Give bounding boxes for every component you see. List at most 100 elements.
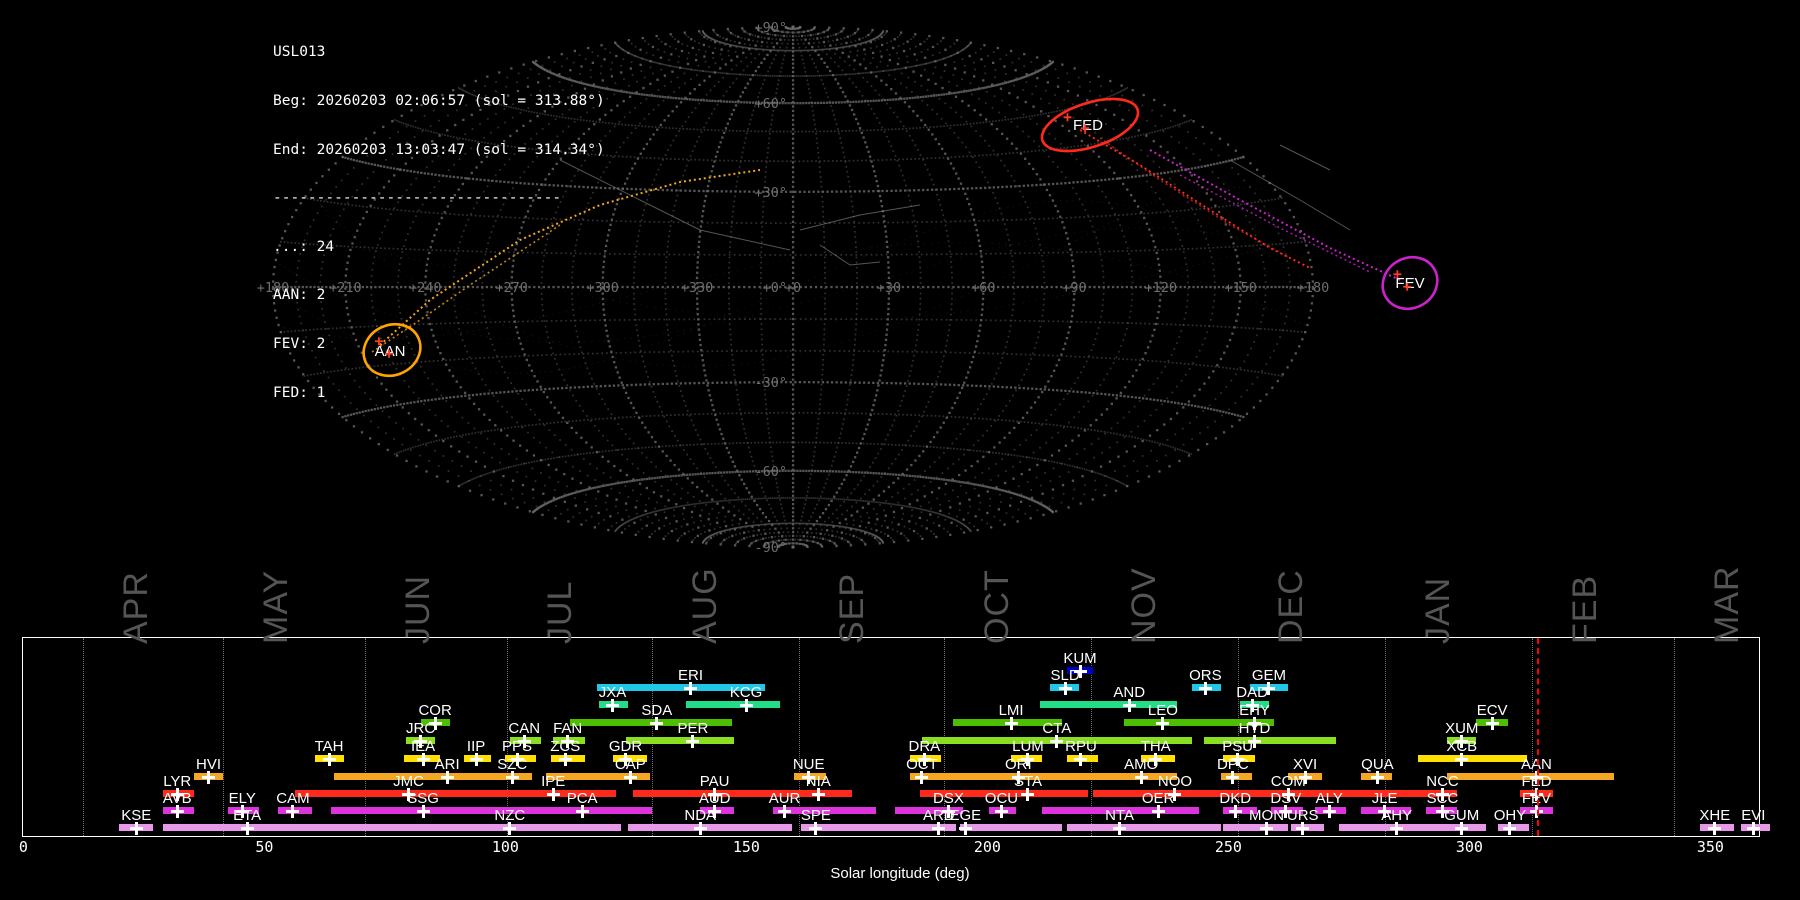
activity-timeline-panel[interactable]: APR MAY JUN JUL AUG SEP OCT NOV DEC JAN FEB MAR KUM E… — [22, 565, 1771, 837]
shower-label-sda: SDA — [641, 702, 673, 719]
shower-peak-tha — [1149, 752, 1163, 766]
shower-peak-hyd — [1248, 734, 1261, 748]
shower-bar-hyd[interactable] — [1203, 737, 1337, 744]
month-gridline — [507, 638, 509, 836]
shower-bar-leo[interactable] — [1124, 719, 1243, 726]
shower-peak-xcb — [1455, 752, 1469, 766]
shower-label-hyd: HYD — [1238, 720, 1271, 737]
x-tick-100: 100 — [491, 838, 519, 856]
shower-bar-kcg[interactable] — [685, 701, 780, 708]
radiant-ellipses: AANFEDFEV — [362, 97, 1439, 378]
month-gridline — [799, 638, 801, 836]
shower-label-ely: ELY — [228, 790, 256, 807]
month-label-jan: JAN — [1418, 576, 1457, 644]
shower-peak-and — [1122, 698, 1136, 712]
shower-bar-oer[interactable] — [1042, 807, 1200, 814]
shower-label-nue: NUE — [792, 756, 825, 773]
shower-peak-pca — [575, 804, 589, 818]
count-total: ...: 24 — [273, 238, 335, 255]
radiant-ellipse-aan — [362, 322, 422, 378]
shower-label-mon: MON — [1249, 807, 1285, 824]
shower-label-amo: AMO — [1124, 756, 1159, 773]
shower-bar-mon[interactable] — [1223, 824, 1289, 831]
shower-bar-per[interactable] — [625, 737, 734, 744]
month-label-oct: OCT — [977, 569, 1016, 644]
shower-peak-ard — [932, 821, 946, 835]
month-gridline — [1673, 638, 1675, 836]
shower-peak-cam — [286, 804, 300, 818]
month-label-jul: JUL — [541, 580, 580, 644]
shower-label-noo: NOO — [1157, 773, 1193, 790]
shower-bar-ari[interactable] — [333, 773, 505, 780]
shower-peak-dsx — [941, 804, 955, 818]
shower-peak-ege — [958, 821, 972, 835]
shower-peak-sda — [650, 716, 664, 730]
shower-peak-kse — [129, 821, 143, 835]
shower-peak-ely — [235, 804, 249, 818]
month-label-jun: JUN — [399, 574, 438, 644]
shower-peak-fed — [1529, 787, 1543, 801]
shower-label-ard: ARD — [922, 807, 955, 824]
shower-peak-eta — [240, 821, 254, 835]
shower-bar-nda[interactable] — [627, 824, 792, 831]
shower-bar-cap[interactable] — [545, 773, 650, 780]
milky-way-outline — [559, 144, 1351, 266]
shower-bar-ege[interactable] — [960, 824, 1062, 831]
shower-bar-eri[interactable] — [596, 684, 766, 691]
shower-label-fan: FAN — [553, 720, 583, 737]
shower-label-gem: GEM — [1251, 667, 1287, 684]
shower-peak-ori — [1011, 770, 1025, 784]
shower-label-ipe: IPE — [541, 773, 566, 790]
shower-label-gum: GUM — [1444, 807, 1480, 824]
shower-label-psu: PSU — [1222, 738, 1254, 755]
session-id: USL013 — [273, 44, 326, 61]
shower-peak-iea — [416, 752, 430, 766]
shower-peak-qua — [1370, 770, 1384, 784]
shower-bar-nta[interactable] — [1066, 824, 1221, 831]
shower-label-dsx: DSX — [933, 790, 964, 807]
timeline-plot-area: APR MAY JUN JUL AUG SEP OCT NOV DEC JAN FEB MAR KUM E… — [23, 565, 1771, 836]
shower-label-dad: DAD — [1236, 684, 1268, 701]
shower-label-iea: IEA — [410, 738, 436, 755]
shower-bar-spe[interactable] — [801, 824, 901, 831]
shower-bar-ard[interactable] — [897, 824, 956, 831]
shower-bar-dsx[interactable] — [895, 807, 963, 814]
shower-label-scc: SCC — [1426, 790, 1459, 807]
shower-label-iip: IIP — [466, 738, 486, 755]
shower-bar-and[interactable] — [1040, 701, 1178, 708]
shower-label-cta: CTA — [1042, 720, 1072, 737]
shower-label-pps: PPS — [502, 738, 533, 755]
shower-bar-ipe[interactable] — [512, 790, 616, 797]
radiant-ellipse-fev — [1381, 255, 1439, 311]
shower-label-nia: NIA — [805, 773, 831, 790]
shower-label-xum: XUM — [1445, 720, 1479, 737]
month-gridline — [1531, 638, 1533, 836]
shower-bar-nzc[interactable] — [362, 824, 621, 831]
meteor-marker — [1081, 124, 1089, 133]
x-axis: 0 50 100 150 200 250 300 350 Solar longitude (d… — [0, 838, 1800, 900]
meteor-trail — [1099, 137, 1291, 259]
shower-bar-ahy[interactable] — [1338, 824, 1436, 831]
shower-bar-sta[interactable] — [919, 790, 1089, 797]
shower-label-rpu: RPU — [1065, 738, 1097, 755]
shower-label-ors: ORS — [1189, 667, 1222, 684]
shower-bar-eta[interactable] — [162, 824, 363, 831]
shower-peak-psu — [1231, 752, 1245, 766]
count-fev: FEV: 2 — [273, 336, 326, 353]
shower-label-xvi: XVI — [1293, 756, 1318, 773]
shower-bar-xcb[interactable] — [1418, 755, 1527, 762]
shower-label-ssg: SSG — [407, 790, 439, 807]
shower-peak-jrc — [414, 734, 428, 748]
meteor-trail — [1149, 149, 1401, 281]
month-label-feb: FEB — [1565, 574, 1604, 644]
shower-label-leo: LEO — [1147, 702, 1178, 719]
constellation-line — [799, 204, 921, 231]
shower-bar-com[interactable] — [1218, 790, 1426, 797]
month-label-nov: NOV — [1124, 567, 1163, 644]
shower-bar-noo[interactable] — [1093, 790, 1219, 797]
meteor-trail — [379, 169, 761, 346]
shower-peak-gem — [1262, 681, 1276, 695]
shower-peak-gum — [1455, 821, 1469, 835]
shower-label-ncc: NCC — [1426, 773, 1459, 790]
shower-bar-aur[interactable] — [772, 807, 877, 814]
